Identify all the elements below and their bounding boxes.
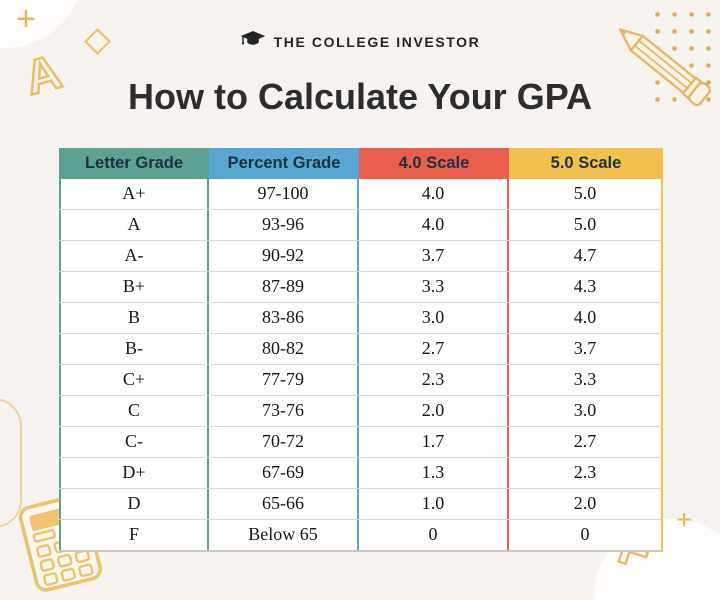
table-row: A- 90-92 3.7 4.7 xyxy=(59,241,663,272)
brand-name: THE COLLEGE INVESTOR xyxy=(273,33,481,50)
table-row: C+ 77-79 2.3 3.3 xyxy=(59,365,663,396)
plus-icon: + xyxy=(676,504,693,535)
scale4-cell: 1.3 xyxy=(359,458,509,488)
column-header-percent-grade: Percent Grade xyxy=(209,148,359,179)
scale4-cell: 4.0 xyxy=(359,179,509,209)
scale4-cell: 2.3 xyxy=(359,365,509,395)
scale4-cell: 2.7 xyxy=(359,334,509,364)
scale5-cell: 4.7 xyxy=(509,241,663,271)
letter-grade-cell: A+ xyxy=(59,179,209,209)
table-row: D+ 67-69 1.3 2.3 xyxy=(59,458,663,489)
pencil-icon xyxy=(603,14,720,121)
percent-grade-cell: 67-69 xyxy=(209,458,359,488)
letter-grade-cell: A xyxy=(59,210,209,240)
table-row: F Below 65 0 0 xyxy=(59,520,663,550)
scale4-cell: 3.7 xyxy=(359,241,509,271)
letter-grade-cell: D+ xyxy=(59,458,209,488)
letter-grade-cell: C+ xyxy=(59,365,209,395)
percent-grade-cell: 77-79 xyxy=(209,365,359,395)
scale4-cell: 4.0 xyxy=(359,210,509,240)
letter-grade-cell: C- xyxy=(59,427,209,457)
column-header-5-scale: 5.0 Scale xyxy=(509,148,663,179)
table-row: D 65-66 1.0 2.0 xyxy=(59,489,663,520)
scale5-cell: 5.0 xyxy=(509,179,663,209)
scale4-cell: 3.0 xyxy=(359,303,509,333)
scale5-cell: 0 xyxy=(509,520,663,550)
scale5-cell: 2.3 xyxy=(509,458,663,488)
percent-grade-cell: 93-96 xyxy=(209,210,359,240)
percent-grade-cell: 90-92 xyxy=(209,241,359,271)
percent-grade-cell: 97-100 xyxy=(209,179,359,209)
percent-grade-cell: Below 65 xyxy=(209,520,359,550)
scale5-cell: 3.3 xyxy=(509,365,663,395)
scale5-cell: 3.0 xyxy=(509,396,663,426)
scale5-cell: 5.0 xyxy=(509,210,663,240)
letter-grade-cell: D xyxy=(59,489,209,519)
table-row: A+ 97-100 4.0 5.0 xyxy=(59,179,663,210)
scale5-cell: 4.3 xyxy=(509,272,663,302)
column-header-letter-grade: Letter Grade xyxy=(59,148,209,179)
table-row: C- 70-72 1.7 2.7 xyxy=(59,427,663,458)
scale5-cell: 2.0 xyxy=(509,489,663,519)
scale4-cell: 1.0 xyxy=(359,489,509,519)
percent-grade-cell: 87-89 xyxy=(209,272,359,302)
table-row: A 93-96 4.0 5.0 xyxy=(59,210,663,241)
letter-grade-cell: B xyxy=(59,303,209,333)
scale4-cell: 2.0 xyxy=(359,396,509,426)
percent-grade-cell: 65-66 xyxy=(209,489,359,519)
percent-grade-cell: 80-82 xyxy=(209,334,359,364)
plus-icon: + xyxy=(16,0,36,38)
table-row: C 73-76 2.0 3.0 xyxy=(59,396,663,427)
brand-logo: THE COLLEGE INVESTOR xyxy=(0,30,720,53)
scale5-cell: 3.7 xyxy=(509,334,663,364)
table-row: B+ 87-89 3.3 4.3 xyxy=(59,272,663,303)
percent-grade-cell: 83-86 xyxy=(209,303,359,333)
table-body: A+ 97-100 4.0 5.0 A 93-96 4.0 5.0 A- 90-… xyxy=(59,179,663,550)
scale4-cell: 0 xyxy=(359,520,509,550)
letter-grade-cell: C xyxy=(59,396,209,426)
letter-grade-cell: A- xyxy=(59,241,209,271)
scale4-cell: 3.3 xyxy=(359,272,509,302)
table-header: Letter Grade Percent Grade 4.0 Scale 5.0… xyxy=(59,148,663,179)
letter-grade-cell: B- xyxy=(59,334,209,364)
page-title: How to Calculate Your GPA xyxy=(127,76,593,117)
table-row: B 83-86 3.0 4.0 xyxy=(59,303,663,334)
scale5-cell: 2.7 xyxy=(509,427,663,457)
percent-grade-cell: 73-76 xyxy=(209,396,359,426)
letter-grade-cell: B+ xyxy=(59,272,209,302)
scale5-cell: 4.0 xyxy=(509,303,663,333)
gpa-table: Letter Grade Percent Grade 4.0 Scale 5.0… xyxy=(59,148,663,552)
column-header-4-scale: 4.0 Scale xyxy=(359,148,509,179)
percent-grade-cell: 70-72 xyxy=(209,427,359,457)
table-row: B- 80-82 2.7 3.7 xyxy=(59,334,663,365)
letter-grade-cell: F xyxy=(59,520,209,550)
graduation-cap-icon xyxy=(240,30,266,53)
scale4-cell: 1.7 xyxy=(359,427,509,457)
